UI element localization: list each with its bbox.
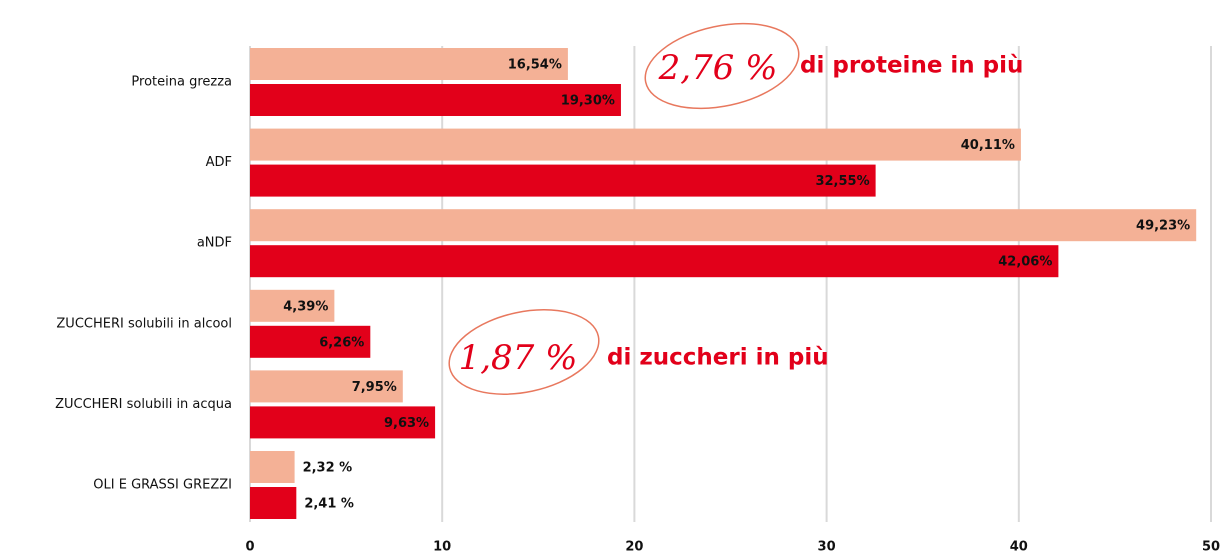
bar (250, 209, 1197, 242)
bar (250, 487, 297, 519)
bar (250, 325, 371, 358)
x-tick-label: 50 (1202, 540, 1220, 555)
x-tick-label: 30 (818, 540, 836, 555)
bar (250, 128, 1021, 161)
value-label: 4,39% (283, 299, 328, 314)
x-tick-label: 20 (625, 540, 643, 555)
bar (250, 406, 436, 439)
bar (250, 164, 876, 197)
value-label: 42,06% (998, 255, 1052, 270)
x-tick-label: 0 (245, 540, 254, 555)
bars (250, 48, 1197, 519)
value-label: 32,55% (815, 174, 869, 189)
value-label: 9,63% (384, 416, 429, 431)
bar (250, 451, 295, 483)
annotation: 2,76 % (658, 48, 778, 88)
bar (250, 84, 621, 116)
value-label: 19,30% (561, 94, 615, 109)
value-label: 16,54% (508, 58, 562, 73)
annotation: di zuccheri in più (607, 345, 829, 371)
y-tick-label: ADF (206, 155, 232, 170)
highlight-ellipse (644, 22, 800, 110)
y-tick-label: Proteina grezza (131, 75, 232, 90)
y-tick-label: ZUCCHERI solubili in acqua (55, 397, 232, 412)
highlight-ellipse (448, 309, 600, 395)
value-label: 7,95% (352, 380, 397, 395)
bar (250, 245, 1059, 278)
bar (250, 370, 403, 403)
x-tick-label: 10 (433, 540, 451, 555)
annotation: 1,87 % (459, 338, 578, 378)
x-tick-label: 40 (1010, 540, 1028, 555)
value-label: 6,26% (319, 335, 364, 350)
value-label: 40,11% (961, 138, 1015, 153)
value-label: 49,23% (1136, 219, 1190, 234)
annotation: di proteine in più (800, 53, 1023, 79)
bar (250, 48, 568, 80)
value-label: 2,32 % (303, 461, 353, 476)
y-tick-label: aNDF (197, 236, 232, 251)
value-label: 2,41 % (304, 497, 354, 512)
y-tick-label: OLI E GRASSI GREZZI (93, 478, 232, 493)
y-tick-label: ZUCCHERI solubili in alcool (56, 316, 232, 331)
grid (249, 46, 1212, 522)
bar (250, 289, 335, 322)
